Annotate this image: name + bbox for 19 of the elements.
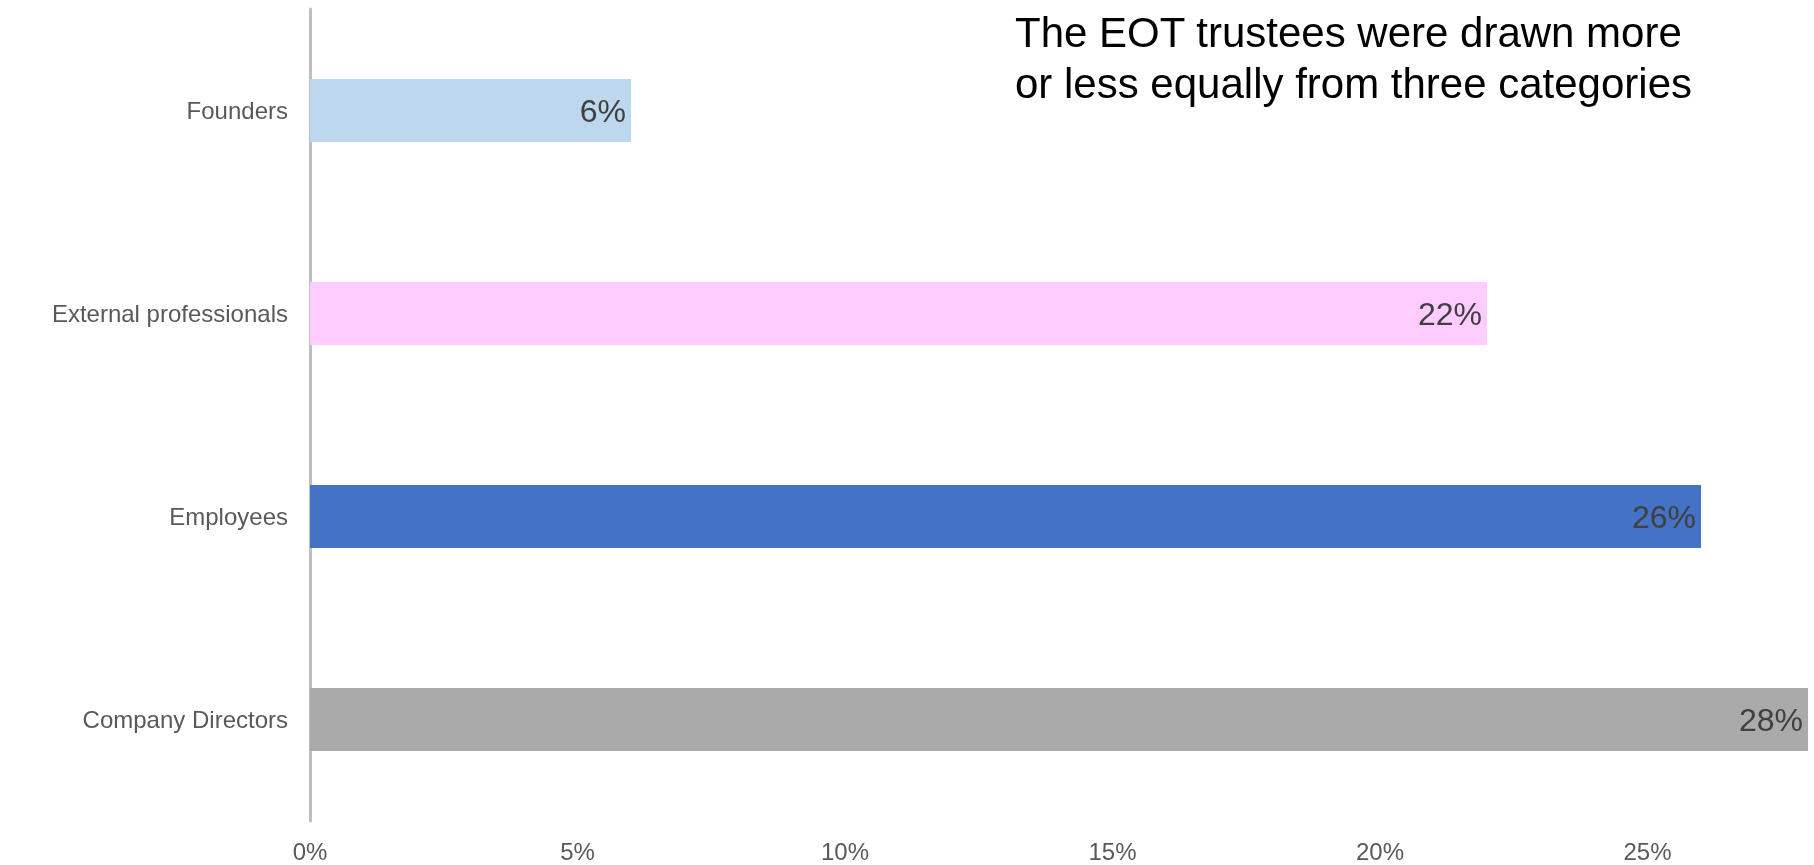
y-tick-label: External professionals [51, 300, 288, 327]
x-tick-label: 25% [1623, 837, 1672, 865]
x-tick-label: 15% [1088, 837, 1137, 865]
bar [310, 282, 1487, 345]
bar [310, 79, 631, 142]
y-tick-label: Company Directors [82, 706, 288, 733]
bar [310, 688, 1808, 751]
text: The EOT trustees were drawn more or less equally from three categories [1015, 9, 1694, 107]
bar [310, 485, 1701, 548]
x-tick-label: 20% [1355, 837, 1405, 865]
x-tick-label: 10% [820, 837, 870, 865]
y-tick-label: Employees [169, 503, 288, 530]
data-label: 6% [579, 92, 626, 129]
x-tick-label: 5% [560, 837, 595, 865]
y-tick-label: Founders [186, 97, 288, 124]
data-label: 26% [1631, 498, 1696, 535]
x-tick-label: 0% [292, 837, 328, 865]
data-label: 22% [1417, 295, 1482, 332]
data-label: 28% [1738, 701, 1803, 738]
